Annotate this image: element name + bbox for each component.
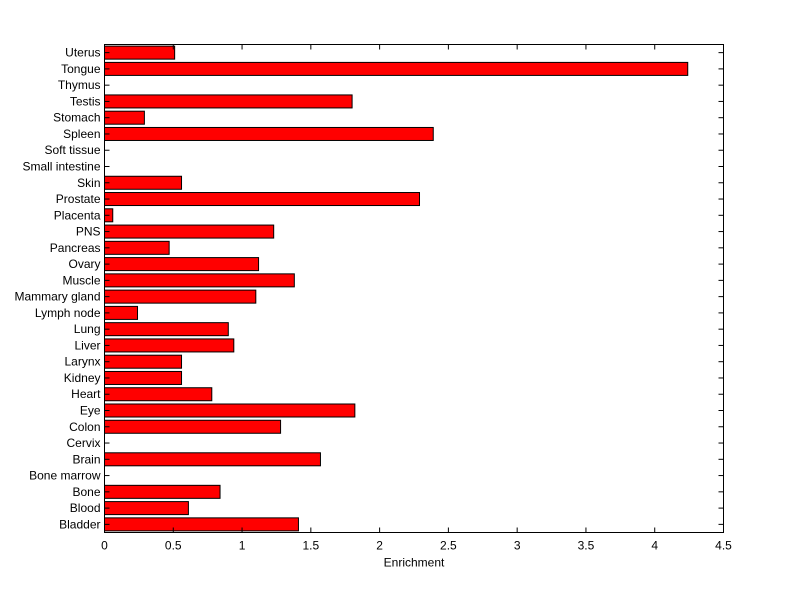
- y-tick-label: Skin: [77, 176, 100, 190]
- y-tick-label: Placenta: [54, 208, 101, 222]
- y-tick-label: Lung: [74, 322, 101, 336]
- bar-bone: [104, 484, 221, 499]
- bar-pancreas: [104, 240, 170, 255]
- y-tick-label: Soft tissue: [44, 143, 100, 157]
- bar-spleen: [104, 126, 434, 141]
- y-tick-label: Bone marrow: [29, 469, 101, 483]
- x-tick-label: 0.5: [165, 539, 182, 553]
- y-tick-label: Colon: [69, 420, 100, 434]
- y-tick-label: Larynx: [64, 355, 100, 369]
- x-tick-label: 1: [239, 539, 246, 553]
- y-tick-label: Uterus: [65, 46, 100, 60]
- bar-tongue: [104, 61, 689, 76]
- y-tick-label: Cervix: [66, 436, 100, 450]
- x-tick-label: 4.5: [715, 539, 732, 553]
- y-tick-label: Testis: [70, 94, 101, 108]
- x-tick-label: 3.5: [578, 539, 595, 553]
- x-tick-label: 3: [514, 539, 521, 553]
- axes-frame: [104, 44, 724, 533]
- bar-muscle: [104, 273, 295, 288]
- x-tick-label: 0: [101, 539, 108, 553]
- x-tick-label: 2.5: [440, 539, 457, 553]
- x-axis-ticks: 0 0.5 1 1.5 2 2.5 3 3.5 4 4.5: [101, 44, 732, 553]
- y-tick-label: PNS: [76, 225, 101, 239]
- bar-pns: [104, 224, 275, 239]
- y-tick-label: Spleen: [63, 127, 100, 141]
- y-tick-label: Liver: [74, 338, 100, 352]
- y-tick-label: Brain: [72, 452, 100, 466]
- y-tick-label: Mammary gland: [14, 290, 100, 304]
- bar-eye: [104, 403, 356, 418]
- y-tick-label: Bone: [72, 485, 100, 499]
- y-tick-label: Prostate: [56, 192, 101, 206]
- y-tick-label: Lymph node: [35, 306, 101, 320]
- bar-brain: [104, 452, 321, 467]
- bar-ovary: [104, 257, 260, 272]
- y-tick-label: Kidney: [64, 371, 101, 385]
- x-axis-label: Enrichment: [384, 556, 445, 570]
- x-tick-label: 1.5: [302, 539, 319, 553]
- bar-lung: [104, 322, 229, 337]
- bar-larynx: [104, 354, 183, 369]
- x-tick-label: 4: [651, 539, 658, 553]
- bar-prostate: [104, 192, 421, 207]
- y-tick-label: Tongue: [61, 62, 101, 76]
- y-axis-ticks: Bladder Blood Bone Bone marrow Brain Cervix Co…: [14, 46, 724, 531]
- bars-group: [104, 45, 689, 532]
- y-tick-label: Bladder: [59, 517, 100, 531]
- x-tick-label: 2: [376, 539, 383, 553]
- bar-liver: [104, 338, 235, 353]
- y-tick-label: Eye: [80, 404, 101, 418]
- bar-mammary-gland: [104, 289, 257, 304]
- y-tick-label: Small intestine: [22, 160, 100, 174]
- y-tick-label: Blood: [70, 501, 101, 515]
- y-tick-label: Heart: [71, 387, 101, 401]
- bar-bladder: [104, 517, 299, 532]
- y-tick-label: Pancreas: [50, 241, 101, 255]
- y-tick-label: Thymus: [58, 78, 101, 92]
- y-tick-label: Muscle: [62, 273, 100, 287]
- bar-uterus: [104, 45, 176, 60]
- bar-testis: [104, 94, 353, 109]
- bar-colon: [104, 419, 282, 434]
- bar-blood: [104, 501, 189, 516]
- bar-stomach: [104, 110, 145, 125]
- bar-skin: [104, 175, 183, 190]
- y-tick-label: Ovary: [68, 257, 100, 271]
- bar-kidney: [104, 370, 183, 385]
- y-tick-label: Stomach: [53, 111, 100, 125]
- bar-heart: [104, 387, 213, 402]
